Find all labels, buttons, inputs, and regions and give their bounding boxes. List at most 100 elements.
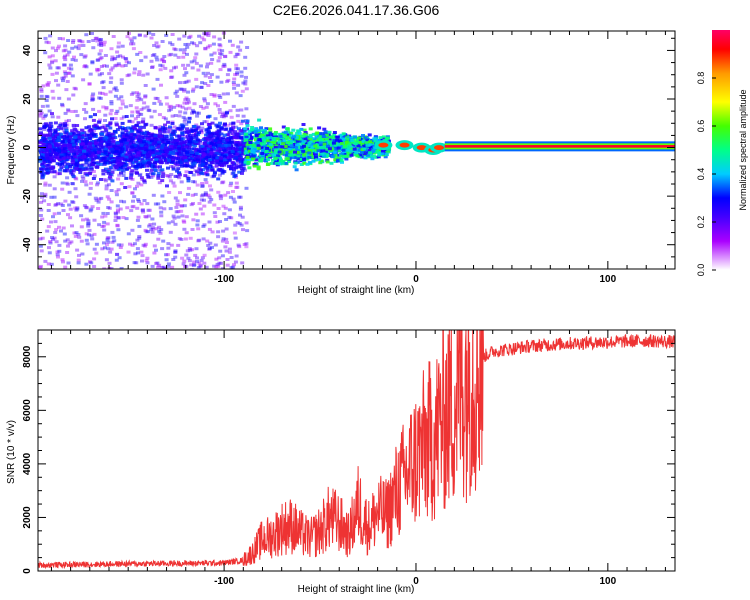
spectrogram-cell (271, 133, 276, 137)
spectrogram-cell (215, 75, 220, 79)
spectrogram-cell (156, 202, 161, 206)
spectrogram-cell (123, 158, 127, 162)
spectrogram-cell (159, 228, 164, 232)
spectrogram-cell (206, 71, 210, 75)
spectrogram-cell (206, 84, 211, 87)
spectrogram-cell (237, 150, 242, 154)
spectrogram-cell (89, 234, 94, 238)
spectrogram-cell (182, 48, 187, 52)
spectrogram-cell (70, 131, 75, 135)
spectrogram-cell (187, 247, 192, 250)
spectrogram-cell (284, 148, 289, 152)
spectrogram-cell (164, 33, 169, 37)
spectrogram-cell (175, 199, 180, 203)
spectrogram-cell (204, 133, 208, 137)
spectrogram-cell (50, 72, 55, 76)
spectrogram-cell (187, 106, 192, 110)
spectrogram-cell (180, 123, 185, 127)
spectrogram-cell (218, 68, 223, 72)
spectrogram-cell (317, 136, 322, 140)
spectrogram-cell (136, 215, 141, 219)
spectrogram-cell (308, 133, 313, 137)
spectrogram-cell (135, 110, 140, 114)
spectrogram-cell (129, 170, 133, 174)
spectrogram-cell (49, 167, 54, 171)
spectrogram-cell (97, 126, 102, 130)
spectrogram-cell (367, 133, 372, 137)
spectrogram-cell (117, 256, 122, 260)
spectrogram-cell (144, 142, 149, 146)
spectrogram-cell (137, 112, 142, 116)
spectrogram-cell (142, 101, 147, 105)
spectrogram-cell (89, 131, 94, 135)
spectrogram-cell (209, 152, 214, 156)
spectrogram-cell (183, 164, 188, 168)
spectrogram-cell (99, 65, 104, 68)
spectrogram-cell (71, 39, 76, 42)
spectrogram-cell (235, 71, 240, 75)
spectrogram-cell (143, 123, 148, 127)
spectrogram-cell (218, 139, 223, 143)
spectrogram-cell (91, 97, 96, 101)
spectrogram-cell (198, 263, 203, 267)
spectrogram-cell (236, 83, 241, 87)
spectrogram-cell (265, 152, 269, 156)
spectrogram-cell (123, 127, 128, 130)
spectrogram-cell (143, 244, 148, 248)
spectrogram-cell (153, 163, 158, 167)
spectrogram-cell (189, 164, 194, 168)
spectrogram-cell (103, 54, 108, 57)
spectrogram-cell (87, 192, 92, 196)
spectrogram-cell (266, 158, 271, 162)
spectrogram-cell (170, 43, 175, 47)
spectrogram-cell (190, 248, 195, 252)
spectrogram-cell (218, 197, 223, 201)
spectrogram-cell (71, 175, 76, 179)
spectrogram-cell (183, 134, 187, 138)
spectrogram-cell (119, 267, 124, 269)
spectrogram-cell (202, 261, 207, 265)
spectrogram-cell (222, 140, 226, 144)
spectrogram-cell (239, 129, 244, 133)
spectrogram-cell (196, 111, 201, 115)
spectrogram-cell (168, 179, 173, 183)
spectrogram-cell (179, 161, 184, 165)
spectrogram-cell (166, 262, 171, 266)
spectrogram-cell (60, 149, 65, 153)
spectrogram-cell (227, 164, 231, 168)
spectrogram-cell (281, 139, 286, 143)
spectrogram-cell (230, 150, 235, 154)
spectrogram-cell (186, 42, 191, 46)
spectrogram-cell (116, 45, 121, 49)
spectrogram-cell (63, 122, 68, 126)
spectrogram-cell (157, 181, 162, 185)
spectrogram-cell (350, 140, 355, 144)
spectrogram-cell (353, 135, 358, 139)
spectrogram-cell (212, 159, 217, 163)
spectrogram-cell (231, 121, 236, 125)
spectrogram-cell (59, 229, 63, 233)
spectrogram-cell (103, 135, 108, 139)
spectrogram-cell (72, 149, 77, 153)
spectrogram-cell (58, 162, 62, 166)
spectrogram-cell (182, 130, 187, 134)
spectrogram-cell (87, 158, 92, 162)
spectrogram-cell (338, 134, 343, 138)
spectrogram-cell (139, 250, 144, 254)
spectrogram-cell (149, 157, 154, 161)
spectrogram-cell (198, 41, 203, 45)
spectrogram-cell (105, 133, 110, 137)
spectrogram-cell (143, 242, 148, 246)
spectrogram-cell (145, 105, 150, 109)
spectrogram-cell (63, 239, 68, 243)
spectrogram-cell (156, 44, 161, 48)
spectrogram-cell (59, 202, 64, 206)
spectrogram-cell (119, 143, 124, 147)
spectrogram-cell (100, 215, 105, 219)
spectrogram-cell (39, 208, 44, 212)
spectrogram-cell (102, 241, 106, 245)
spectrogram-cell (145, 173, 150, 177)
spectrogram-cell (273, 146, 278, 149)
spectrogram-cell (239, 122, 244, 126)
